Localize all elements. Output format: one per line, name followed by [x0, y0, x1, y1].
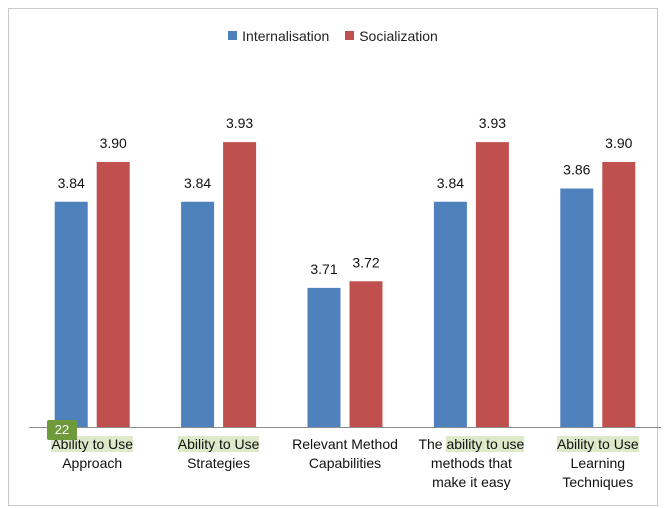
- bar-internalisation-4: [560, 188, 594, 427]
- legend-item-internalisation: Internalisation: [228, 28, 329, 44]
- category-label-0: Ability to Use Approach: [28, 435, 156, 473]
- category-label-highlight: Ability to Use: [51, 436, 134, 452]
- bar-internalisation-0: [54, 201, 88, 427]
- category-label-line: Ability to Use: [28, 435, 156, 454]
- category-label-line: Approach: [62, 455, 123, 471]
- slide-number-badge: 22: [47, 420, 77, 440]
- bar-socialization-2: [349, 281, 383, 427]
- data-label-socialization-0: 3.90: [100, 135, 127, 151]
- bar-socialization-4: [602, 162, 636, 427]
- data-label-internalisation-0: 3.84: [58, 175, 85, 191]
- bar-internalisation-2: [307, 287, 341, 427]
- legend-label-socialization: Socialization: [359, 27, 438, 44]
- data-label-internalisation-1: 3.84: [184, 175, 211, 191]
- bar-internalisation-1: [181, 201, 215, 427]
- category-label-line: Capabilities: [308, 455, 382, 471]
- bar-socialization-1: [223, 142, 257, 427]
- data-label-internalisation-4: 3.86: [563, 162, 590, 178]
- data-label-socialization-4: 3.90: [605, 135, 632, 151]
- category-label-line: Ability to Use: [155, 435, 283, 454]
- category-label-4: Ability to Use Learning Techniques: [534, 435, 662, 492]
- legend-label-internalisation: Internalisation: [242, 27, 330, 44]
- legend-swatch-socialization: [345, 31, 355, 40]
- category-label-highlight: ability to use: [446, 436, 525, 452]
- data-label-internalisation-3: 3.84: [437, 175, 464, 191]
- data-label-socialization-1: 3.93: [226, 115, 253, 131]
- bar-internalisation-3: [433, 201, 467, 427]
- category-label-line: Relevant Method: [292, 436, 398, 452]
- category-label-prefix: The: [418, 436, 447, 452]
- category-label-line: Learning: [570, 455, 626, 471]
- category-label-3: The ability to use methods that make it ea…: [407, 435, 535, 492]
- legend-swatch-internalisation: [228, 31, 238, 40]
- category-label-line: Strategies: [187, 455, 251, 471]
- category-label-line: make it easy: [432, 474, 511, 490]
- category-label-1: Ability to Use Strategies: [155, 435, 283, 473]
- category-label-highlight: Ability to Use: [177, 436, 260, 452]
- category-label-line: Ability to Use: [534, 435, 662, 454]
- category-label-highlight: Ability to Use: [556, 436, 639, 452]
- category-label-line: methods that: [430, 455, 512, 471]
- category-label-2: Relevant Method Capabilities: [281, 435, 409, 473]
- bar-socialization-3: [475, 142, 509, 427]
- category-label-line: The ability to use: [407, 435, 535, 454]
- data-label-internalisation-2: 3.71: [310, 261, 337, 277]
- legend-item-socialization: Socialization: [345, 28, 438, 44]
- bar-socialization-0: [96, 162, 130, 427]
- data-label-socialization-2: 3.72: [352, 254, 379, 270]
- category-label-line: Techniques: [562, 474, 634, 490]
- chart-legend: Internalisation Socialization: [0, 27, 666, 44]
- data-label-socialization-3: 3.93: [479, 115, 506, 131]
